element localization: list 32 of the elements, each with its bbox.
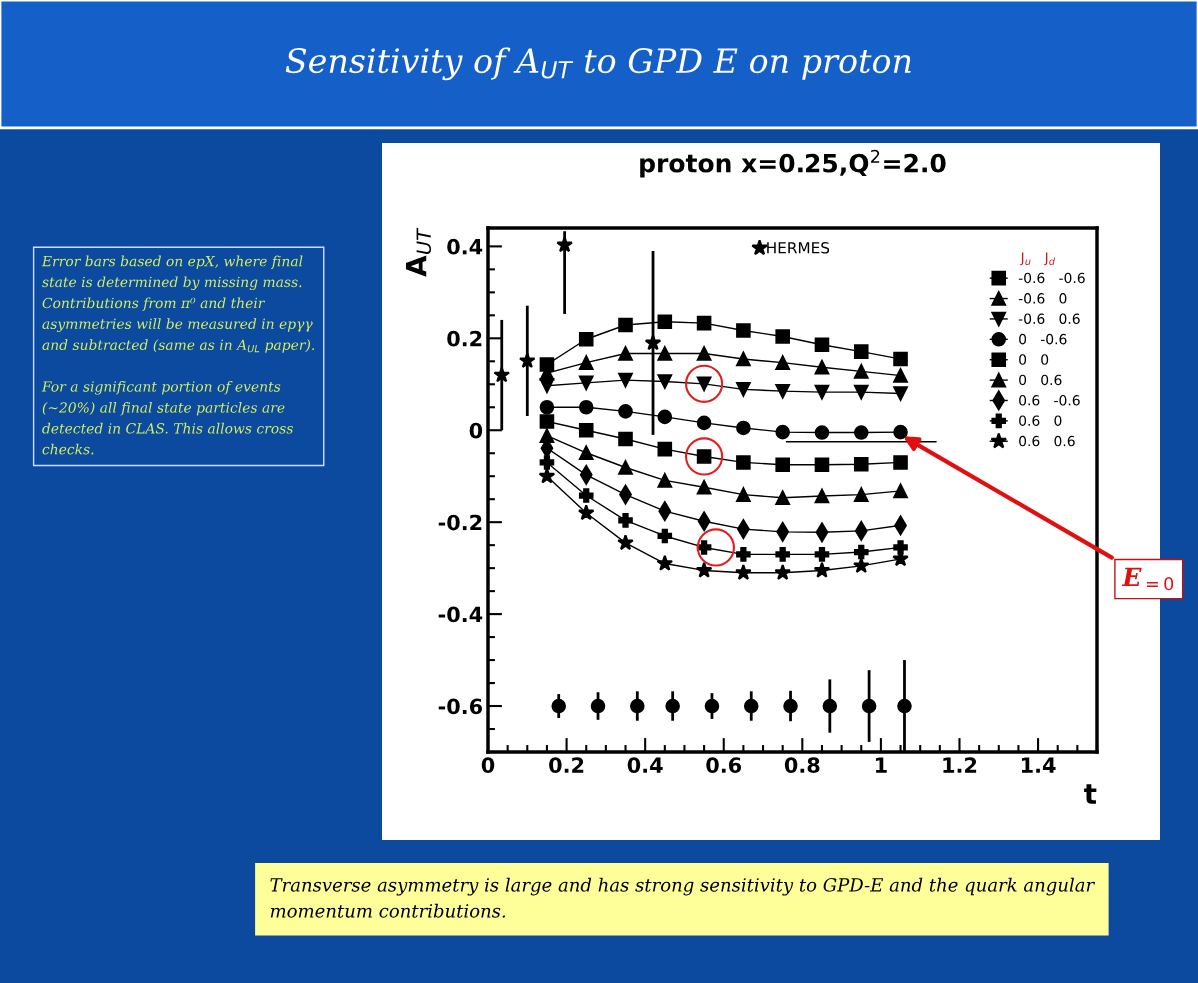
y-tick-label: -0.6 [438,698,483,715]
text: Transverse asymmetry is large and has strong sensitivity to GPD-E and the quark angular momentum contributions. [270,877,1096,918]
y-tick-label: 0 [469,422,483,439]
y-tick-label: -0.4 [438,606,483,623]
legend-label: 0 0 [1019,354,1049,365]
x-axis-title: t [1084,784,1097,804]
x-tick-label: 0.4 [627,757,663,773]
legend-label: 0.6 0 [1019,415,1062,426]
legend-label: 0.6 0.6 [1019,435,1075,447]
chart-title: Sensitivity of A$_{UT}$ to GPD E on proton [285,47,911,81]
chart-subtitle: proton x=0.25,Q$^{2}$=2.0 [640,149,946,178]
y-tick-label: -0.2 [438,514,482,531]
legend-label: 0.6 -0.6 [1019,395,1080,406]
text: Error bars based on epX, where final state is determined by missing mass. Contributions from π⁰ and their asymmetries will be measured in epγγ and subtracted (same as in A$_{UL}$ paper). For a significant portion of events (~20%) all final state particles are detected in CLAS. This allows cross checks. [41,255,315,455]
legend-label: 0 -0.6 [1019,333,1067,345]
x-tick-label: 1.2 [943,757,977,773]
x-tick-label: 0 [481,757,495,773]
x-tick-label: 0.2 [549,757,584,773]
y-axis-title: A$_{UT}$ [405,227,432,277]
x-tick-label: 1 [876,757,887,773]
x-tick-label: 1.4 [1021,757,1056,773]
legend-label: HERMES [767,242,830,254]
x-tick-label: 0.8 [784,757,820,773]
annotation: E$_{=0}$ [1121,567,1174,591]
x-tick-label: 0.6 [706,757,742,773]
legend-label: -0.6 0.6 [1018,313,1080,324]
legend-label: -0.6 -0.6 [1018,272,1085,284]
legend-label: 0 0.6 [1019,374,1062,386]
text: J$_{u}$ J$_{d}$ [1019,252,1056,266]
y-tick-label: 0.2 [447,330,482,347]
legend-label: -0.6 0 [1018,293,1067,304]
y-tick-label: 0.4 [447,238,483,255]
